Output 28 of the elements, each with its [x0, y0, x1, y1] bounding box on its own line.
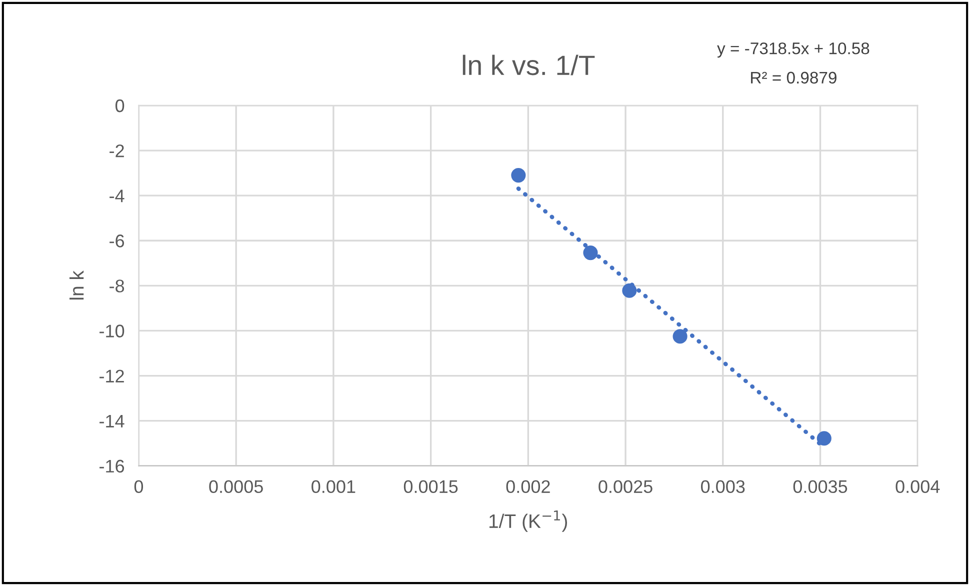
x-tick-label: 0.001	[312, 480, 356, 494]
y-tick-label: -14	[100, 414, 124, 428]
chart-title: ln k vs. 1/T	[462, 54, 595, 76]
y-tick-label: -2	[110, 144, 124, 158]
y-axis-title: ln k	[69, 270, 84, 300]
x-tick-label: 0.0005	[209, 480, 263, 494]
x-axis-title: 1/T (K$^{−1}$)	[489, 510, 568, 532]
x-tick-label: 0.002	[506, 480, 550, 494]
x-tick-label: 0	[134, 480, 144, 494]
x-tick-label: 0.003	[701, 480, 745, 494]
y-tick-label: -16	[100, 460, 124, 473]
y-tick-label: -12	[100, 370, 124, 382]
y-tick-label: -6	[110, 234, 124, 248]
y-tick-label: -4	[110, 190, 124, 202]
text: R² = 0.9879	[751, 72, 836, 84]
x-tick-label: 0.0015	[404, 480, 458, 494]
y-tick-label: -10	[100, 324, 124, 338]
x-tick-label: 0.004	[896, 480, 940, 494]
x-tick-label: 0.0025	[598, 480, 652, 494]
y-tick-label: 0	[115, 99, 124, 112]
point	[583, 246, 598, 260]
point	[622, 283, 637, 298]
point	[511, 168, 526, 183]
x-tick-label: 0.0035	[793, 480, 848, 494]
point	[672, 329, 688, 344]
text: y = -7318.5x + 10.58	[717, 42, 870, 58]
point	[816, 431, 832, 446]
y-tick-label: -8	[110, 280, 124, 292]
